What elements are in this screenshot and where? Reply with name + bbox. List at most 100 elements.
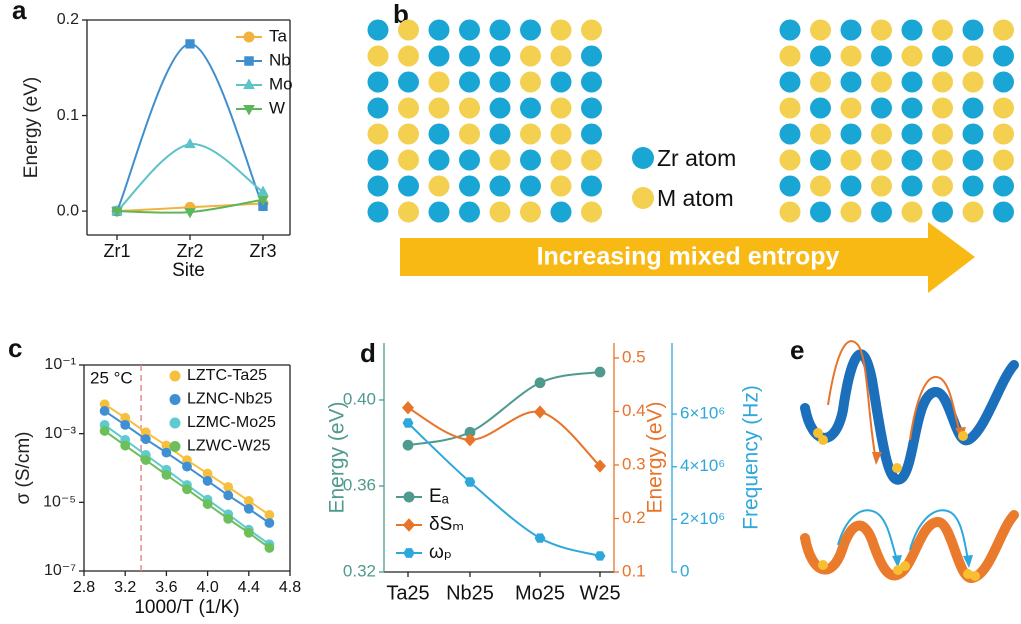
zr-atom bbox=[962, 123, 984, 145]
zr-atom bbox=[840, 123, 862, 145]
zr-atom bbox=[428, 123, 450, 145]
zr-atom bbox=[581, 71, 602, 93]
panel-label: a bbox=[12, 0, 27, 25]
legend-label: LZWC-W25 bbox=[187, 438, 271, 455]
m-atom bbox=[779, 201, 801, 223]
x-tick-label: 4.8 bbox=[279, 579, 301, 596]
zr-atom bbox=[367, 175, 389, 197]
zr-atom bbox=[932, 201, 953, 223]
zr-atom bbox=[962, 97, 984, 119]
m-atom bbox=[520, 45, 541, 67]
m-atom bbox=[398, 201, 419, 223]
legend-m bbox=[632, 187, 654, 209]
m-atom bbox=[367, 45, 389, 67]
arrow-text: Increasing mixed entropy bbox=[537, 243, 840, 271]
marker bbox=[243, 78, 255, 89]
zr-atom bbox=[520, 149, 541, 171]
y-tick-label: 0.0 bbox=[57, 202, 79, 219]
m-atom bbox=[398, 97, 419, 119]
zr-atom bbox=[489, 19, 511, 41]
zr-atom bbox=[581, 97, 602, 119]
m-atom bbox=[810, 71, 831, 93]
m-atom bbox=[581, 19, 602, 41]
legend-label: LZMC-Mo25 bbox=[187, 414, 276, 431]
zr-atom bbox=[489, 45, 511, 67]
zr-atom bbox=[428, 19, 450, 41]
y-tick-label: 0.36 bbox=[343, 475, 376, 494]
x-axis-title: 1000/T (1/K) bbox=[134, 597, 239, 618]
marker bbox=[223, 482, 234, 492]
x-tick-label: 4.4 bbox=[238, 579, 260, 596]
ion bbox=[970, 571, 980, 581]
y-tick-label: 10⁻⁵ bbox=[43, 494, 76, 511]
m-atom bbox=[459, 97, 480, 119]
marker bbox=[594, 551, 606, 561]
marker bbox=[402, 418, 414, 428]
zr-atom bbox=[779, 175, 801, 197]
y2-tick-label: 0.1 bbox=[622, 561, 646, 580]
zr-atom bbox=[993, 175, 1014, 197]
legend-zr bbox=[632, 147, 654, 169]
zr-atom bbox=[367, 97, 389, 119]
legend-label: M atom bbox=[657, 185, 734, 211]
y3-tick-label: 6×10⁶ bbox=[680, 404, 725, 423]
m-atom bbox=[962, 71, 984, 93]
legend-label: LZTC-Ta25 bbox=[187, 367, 267, 384]
marker bbox=[182, 484, 192, 495]
marker bbox=[257, 195, 269, 206]
zr-atom bbox=[901, 149, 923, 171]
marker bbox=[463, 433, 477, 447]
x-axis-title: Site bbox=[172, 260, 205, 281]
m-atom bbox=[489, 201, 511, 223]
marker bbox=[223, 490, 234, 501]
m-atom bbox=[550, 45, 572, 67]
x-tick-label: 3.6 bbox=[155, 579, 177, 596]
m-atom bbox=[993, 149, 1014, 171]
marker bbox=[169, 394, 181, 405]
zr-atom bbox=[581, 175, 602, 197]
zr-atom bbox=[581, 123, 602, 145]
arrowhead bbox=[872, 452, 882, 465]
marker bbox=[402, 439, 414, 451]
m-atom bbox=[962, 201, 984, 223]
zr-atom bbox=[489, 71, 511, 93]
x-tick-label: Zr3 bbox=[250, 241, 277, 261]
zr-atom bbox=[459, 45, 480, 67]
m-atom bbox=[428, 71, 450, 93]
arrowhead bbox=[892, 555, 902, 568]
marker bbox=[402, 518, 416, 532]
legend-label: ωₚ bbox=[429, 542, 452, 563]
axis-title: σ (S/cm) bbox=[13, 432, 34, 505]
panel-label: e bbox=[790, 335, 804, 365]
zr-atom bbox=[779, 71, 801, 93]
zr-atom bbox=[932, 45, 953, 67]
m-atom bbox=[993, 19, 1014, 41]
m-atom bbox=[428, 175, 450, 197]
legend-label: W bbox=[269, 98, 285, 117]
x-tick-label: Ta25 bbox=[386, 582, 429, 604]
arrowhead bbox=[963, 555, 973, 568]
y3-tick-label: 2×10⁶ bbox=[680, 509, 725, 528]
zr-atom bbox=[901, 71, 923, 93]
zr-atom bbox=[459, 175, 480, 197]
series-line bbox=[407, 371, 601, 447]
y-tick-label: 10⁻⁷ bbox=[44, 562, 76, 579]
x-tick-label: Mo25 bbox=[515, 582, 565, 604]
m-atom bbox=[520, 123, 541, 145]
ion bbox=[900, 561, 910, 571]
marker bbox=[161, 469, 172, 480]
axis-title: Energy (eV) bbox=[21, 77, 42, 178]
m-atom bbox=[932, 123, 953, 145]
zr-atom bbox=[398, 71, 419, 93]
legend-label: Eₐ bbox=[429, 486, 450, 507]
m-atom bbox=[932, 149, 953, 171]
m-atom bbox=[779, 149, 801, 171]
m-atom bbox=[810, 175, 831, 197]
marker bbox=[594, 366, 606, 378]
x-tick-label: 3.2 bbox=[114, 579, 136, 596]
m-atom bbox=[428, 97, 450, 119]
marker bbox=[169, 370, 181, 382]
m-atom bbox=[871, 19, 892, 41]
zr-atom bbox=[901, 97, 923, 119]
zr-atom bbox=[779, 19, 801, 41]
